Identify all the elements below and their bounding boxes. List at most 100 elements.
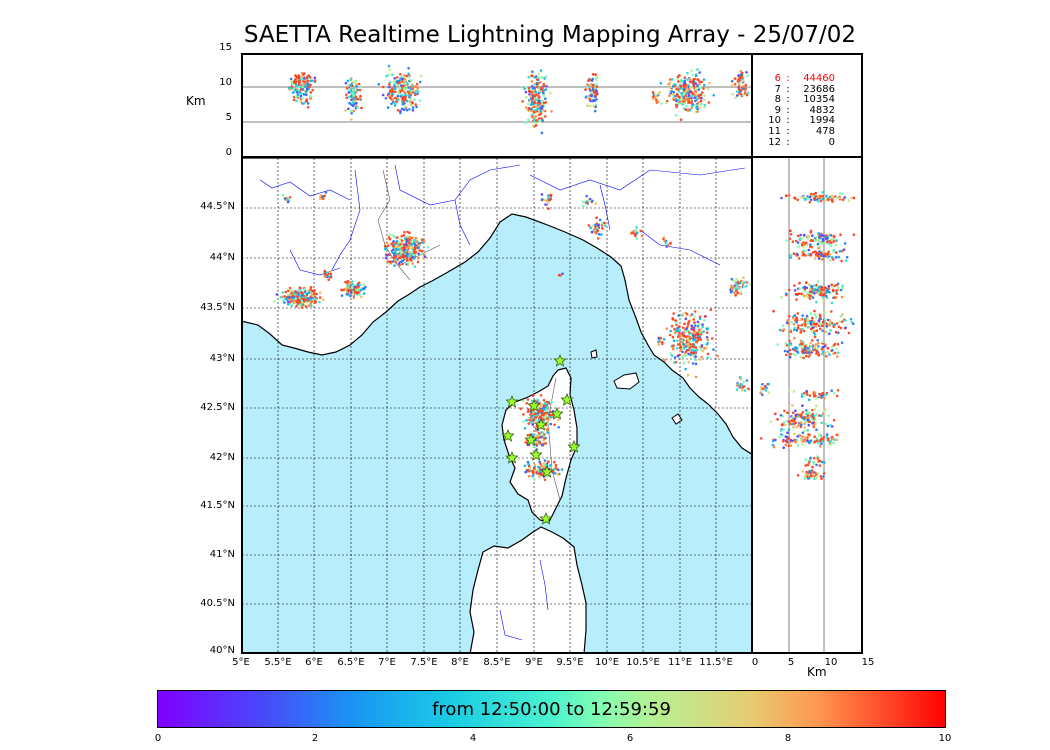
lightning-source [812, 330, 816, 333]
lightning-source [840, 249, 844, 253]
lightning-source [543, 198, 546, 202]
lightning-source [796, 234, 800, 238]
lightning-source [816, 280, 820, 283]
lightning-source [692, 78, 696, 81]
lightning-source [308, 85, 312, 89]
lightning-source [651, 97, 655, 101]
lightning-source [347, 107, 350, 111]
lightning-source [742, 285, 746, 289]
lightning-source [799, 339, 803, 343]
lightning-source [391, 73, 394, 77]
lightning-source [800, 292, 803, 296]
lightning-cluster [322, 269, 333, 282]
lightning-source [735, 289, 738, 292]
lightning-source [677, 90, 681, 93]
lightning-source [669, 329, 672, 333]
lightning-source [408, 257, 412, 261]
lightning-source [784, 443, 787, 447]
lightning-source [831, 349, 834, 352]
lightning-source [311, 294, 314, 298]
lightning-source [788, 440, 792, 444]
lightning-source [812, 326, 815, 329]
lightning-source [539, 69, 543, 72]
lightning-source [822, 238, 825, 241]
lightning-source [397, 262, 401, 265]
lightning-source [404, 243, 407, 246]
lightning-source [680, 337, 683, 341]
lightning-source [801, 314, 804, 317]
lightning-source [814, 397, 818, 400]
lightning-source [561, 272, 564, 276]
lightning-source [780, 433, 783, 436]
lightning-source [736, 291, 739, 295]
lightning-source [303, 292, 307, 296]
border-line [547, 377, 561, 501]
lightning-source [396, 236, 399, 239]
lat-tick: 42.5°N [200, 402, 235, 413]
lightning-source [706, 352, 710, 356]
lightning-source [829, 258, 832, 262]
lightning-source [832, 289, 835, 293]
lightning-source [794, 409, 797, 413]
lightning-source [540, 193, 544, 196]
lightning-source [847, 199, 851, 202]
lightning-source [377, 83, 381, 86]
lightning-source [296, 90, 299, 94]
map-layer [242, 158, 752, 653]
lightning-source [408, 238, 411, 241]
lightning-source [364, 285, 367, 289]
lightning-source [309, 76, 312, 79]
lightning-source [694, 104, 697, 107]
lightning-source [730, 277, 734, 281]
time-colorbar: from 12:50:00 to 12:59:59 [157, 690, 946, 728]
lightning-source [793, 417, 797, 420]
lightning-source [538, 440, 541, 444]
lightning-source [387, 92, 391, 95]
lightning-source [359, 94, 362, 98]
lightning-source [791, 415, 794, 419]
lightning-source [301, 75, 305, 78]
lightning-source [706, 87, 710, 91]
lightning-source [823, 352, 827, 355]
lightning-source [797, 257, 801, 260]
lightning-source [813, 197, 816, 200]
lightning-source [661, 342, 664, 346]
lightning-source [826, 438, 830, 442]
lightning-source [800, 327, 804, 331]
lightning-source [694, 346, 698, 349]
lightning-source [809, 341, 812, 345]
lightning-source [806, 319, 809, 323]
lightning-cluster [729, 287, 738, 294]
lightning-source [696, 68, 699, 71]
lightning-source [703, 315, 707, 318]
lightning-source [527, 76, 530, 79]
lightning-source [829, 244, 833, 247]
lightning-source [817, 345, 820, 348]
lightning-source [297, 292, 300, 295]
lightning-source [696, 336, 699, 340]
lightning-source [352, 94, 356, 97]
lightning-source [813, 440, 817, 444]
lightning-source [388, 96, 392, 99]
lightning-source [789, 253, 792, 257]
lightning-source [362, 287, 366, 291]
lightning-source [542, 84, 546, 87]
lightning-source [302, 93, 306, 96]
station-level: 6 [774, 73, 781, 84]
lightning-source [809, 311, 812, 315]
lightning-source [788, 355, 792, 359]
lightning-source [687, 320, 691, 323]
colorbar-tick: 6 [626, 733, 634, 744]
lightning-source [360, 288, 363, 292]
lightning-source [789, 343, 793, 347]
lightning-source [304, 298, 307, 301]
lightning-source [525, 419, 528, 422]
lightning-source [348, 95, 351, 99]
lightning-source [538, 75, 541, 79]
separator: : [786, 125, 790, 137]
lightning-source [730, 80, 734, 83]
lightning-source [393, 264, 396, 267]
lightning-source [288, 196, 292, 199]
lightning-source [595, 85, 599, 88]
lightning-source [807, 398, 811, 402]
